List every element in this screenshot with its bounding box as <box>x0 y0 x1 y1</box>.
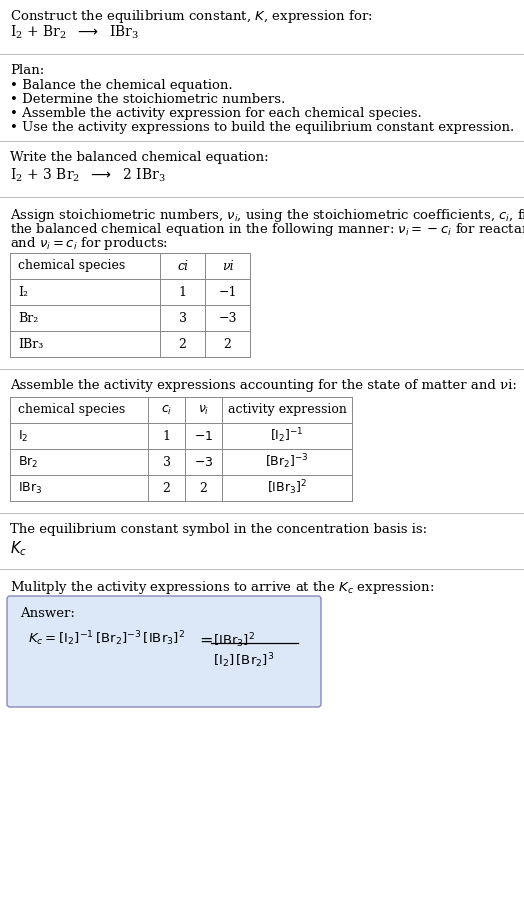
Text: Assemble the activity expressions accounting for the state of matter and νi:: Assemble the activity expressions accoun… <box>10 379 517 392</box>
Text: $[\mathrm{IBr_3}]^{2}$: $[\mathrm{IBr_3}]^{2}$ <box>267 478 307 497</box>
Text: • Balance the chemical equation.: • Balance the chemical equation. <box>10 79 233 92</box>
Text: • Determine the stoichiometric numbers.: • Determine the stoichiometric numbers. <box>10 93 285 106</box>
Text: activity expression: activity expression <box>227 404 346 416</box>
Text: $[\mathrm{Br_2}]^{-3}$: $[\mathrm{Br_2}]^{-3}$ <box>265 452 309 471</box>
Text: 3: 3 <box>162 456 170 469</box>
Text: ci: ci <box>177 259 188 272</box>
Text: 3: 3 <box>179 312 187 324</box>
Text: The equilibrium constant symbol in the concentration basis is:: The equilibrium constant symbol in the c… <box>10 523 427 536</box>
Text: $[\mathrm{IBr_3}]^{2}$: $[\mathrm{IBr_3}]^{2}$ <box>213 631 255 650</box>
Text: the balanced chemical equation in the following manner: $\nu_i = -c_i$ for react: the balanced chemical equation in the fo… <box>10 221 524 238</box>
Text: Br₂: Br₂ <box>18 312 38 324</box>
Text: −3: −3 <box>219 312 237 324</box>
Text: chemical species: chemical species <box>18 259 125 272</box>
Text: 2: 2 <box>162 481 170 495</box>
Text: $\mathregular{I_2}$ + 3 $\mathregular{Br_2}$  $\longrightarrow$  2 $\mathregular: $\mathregular{I_2}$ + 3 $\mathregular{Br… <box>10 167 166 185</box>
Text: Mulitply the activity expressions to arrive at the $K_c$ expression:: Mulitply the activity expressions to arr… <box>10 579 434 596</box>
Text: chemical species: chemical species <box>18 404 125 416</box>
Text: $[\mathrm{I_2}]\,[\mathrm{Br_2}]^{3}$: $[\mathrm{I_2}]\,[\mathrm{Br_2}]^{3}$ <box>213 651 274 669</box>
Text: Answer:: Answer: <box>20 607 75 620</box>
Text: IBr₃: IBr₃ <box>18 338 43 350</box>
Text: 1: 1 <box>162 430 170 442</box>
Text: $\mathrm{IBr_3}$: $\mathrm{IBr_3}$ <box>18 480 42 496</box>
Text: νi: νi <box>222 259 233 272</box>
Text: I₂: I₂ <box>18 286 28 298</box>
Text: 2: 2 <box>200 481 208 495</box>
Bar <box>10 253 250 357</box>
Text: Plan:: Plan: <box>10 64 44 77</box>
Text: $-1$: $-1$ <box>194 430 213 442</box>
Text: 2: 2 <box>179 338 187 350</box>
Bar <box>10 397 352 501</box>
Text: $=$: $=$ <box>196 631 213 648</box>
Text: $\mathrm{I_2}$: $\mathrm{I_2}$ <box>18 429 28 443</box>
Text: $K_c$: $K_c$ <box>10 539 27 558</box>
Text: $c_i$: $c_i$ <box>161 404 172 416</box>
Text: $\mathregular{I_2}$ + $\mathregular{Br_2}$  $\longrightarrow$  $\mathregular{IBr: $\mathregular{I_2}$ + $\mathregular{Br_2… <box>10 24 139 41</box>
Text: $\mathrm{Br_2}$: $\mathrm{Br_2}$ <box>18 454 38 469</box>
Text: Write the balanced chemical equation:: Write the balanced chemical equation: <box>10 151 269 164</box>
Text: $[\mathrm{I_2}]^{-1}$: $[\mathrm{I_2}]^{-1}$ <box>270 427 304 445</box>
Text: −1: −1 <box>219 286 237 298</box>
Text: $\nu_i$: $\nu_i$ <box>198 404 209 416</box>
Text: Construct the equilibrium constant, $K$, expression for:: Construct the equilibrium constant, $K$,… <box>10 8 373 25</box>
Text: 2: 2 <box>224 338 232 350</box>
Text: • Assemble the activity expression for each chemical species.: • Assemble the activity expression for e… <box>10 107 422 120</box>
Text: $-3$: $-3$ <box>194 456 213 469</box>
FancyBboxPatch shape <box>7 596 321 707</box>
Text: $K_c = [\mathrm{I_2}]^{-1}\,[\mathrm{Br_2}]^{-3}\,[\mathrm{IBr_3}]^{2}$: $K_c = [\mathrm{I_2}]^{-1}\,[\mathrm{Br_… <box>28 629 185 648</box>
Text: • Use the activity expressions to build the equilibrium constant expression.: • Use the activity expressions to build … <box>10 121 514 134</box>
Text: and $\nu_i = c_i$ for products:: and $\nu_i = c_i$ for products: <box>10 235 168 252</box>
Text: 1: 1 <box>179 286 187 298</box>
Text: Assign stoichiometric numbers, $\nu_i$, using the stoichiometric coefficients, $: Assign stoichiometric numbers, $\nu_i$, … <box>10 207 524 224</box>
